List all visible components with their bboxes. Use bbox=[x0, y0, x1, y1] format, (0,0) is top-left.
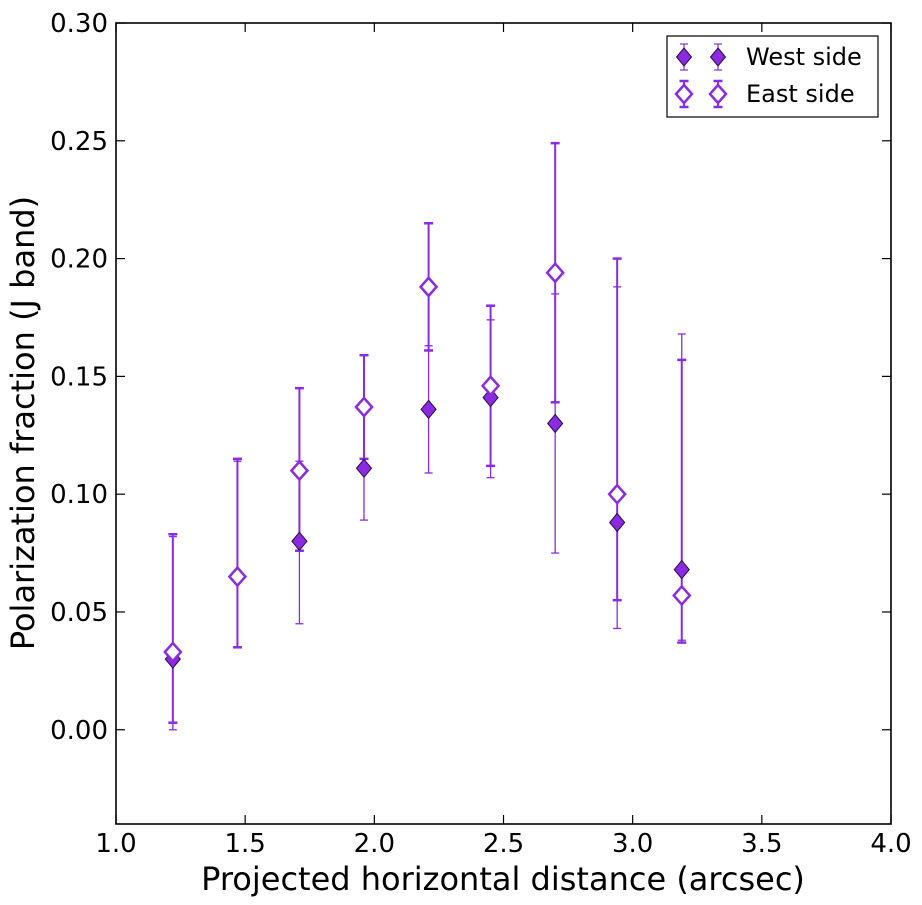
west-side-point bbox=[547, 413, 564, 434]
legend-west-marker bbox=[709, 47, 727, 67]
tick-labels-layer: 1.0 1.5 2.0 2.5 3.0 3.5 4.0 0.00 0.05 0.10 0.15 0.2… bbox=[50, 9, 912, 859]
legend-label-east: East side bbox=[746, 80, 855, 108]
east-side-point bbox=[227, 565, 248, 588]
east-side-point bbox=[418, 275, 439, 298]
west-side-point bbox=[355, 458, 373, 479]
y-tick-label: 0.30 bbox=[50, 9, 108, 39]
legend-west-marker bbox=[675, 47, 693, 67]
east-side-point bbox=[545, 261, 565, 284]
east-side-point bbox=[163, 641, 183, 663]
y-axis-label: Polarization fraction (J band) bbox=[4, 196, 42, 650]
x-tick-label: 4.0 bbox=[870, 829, 911, 859]
west-side-point bbox=[420, 399, 437, 420]
legend: West side East side bbox=[666, 35, 879, 118]
west-side-point bbox=[673, 559, 690, 580]
x-tick-label: 1.0 bbox=[95, 829, 136, 859]
east-side-point bbox=[480, 374, 501, 397]
legend-samples bbox=[674, 43, 728, 109]
x-tick-label: 3.5 bbox=[741, 829, 782, 859]
y-tick-label: 0.15 bbox=[50, 362, 108, 392]
y-tick-label: 0.00 bbox=[50, 716, 108, 746]
x-tick-label: 3.0 bbox=[612, 829, 653, 859]
x-tick-label: 2.5 bbox=[483, 829, 524, 859]
y-tick-label: 0.10 bbox=[50, 480, 108, 510]
east-side-point bbox=[354, 396, 374, 418]
east-side-point bbox=[672, 584, 692, 607]
legend-label-west: West side bbox=[746, 43, 862, 71]
x-axis-label: Projected horizontal distance (arcsec) bbox=[201, 860, 805, 898]
markers-layer bbox=[163, 261, 692, 669]
y-tick-label: 0.05 bbox=[50, 598, 108, 628]
west-side-point bbox=[482, 387, 499, 408]
legend-east-marker bbox=[708, 83, 728, 105]
legend-box bbox=[666, 35, 879, 118]
west-side-point bbox=[291, 531, 308, 552]
plot-frame bbox=[115, 22, 892, 825]
y-tick-label: 0.20 bbox=[50, 245, 108, 275]
east-side-point bbox=[289, 459, 310, 482]
west-side-point bbox=[609, 512, 626, 533]
x-tick-label: 1.5 bbox=[224, 829, 265, 859]
plot-area bbox=[116, 23, 891, 824]
legend-east-marker bbox=[674, 83, 694, 105]
y-tick-label: 0.25 bbox=[50, 127, 108, 157]
x-tick-label: 2.0 bbox=[354, 829, 395, 859]
east-side-point bbox=[607, 483, 627, 506]
